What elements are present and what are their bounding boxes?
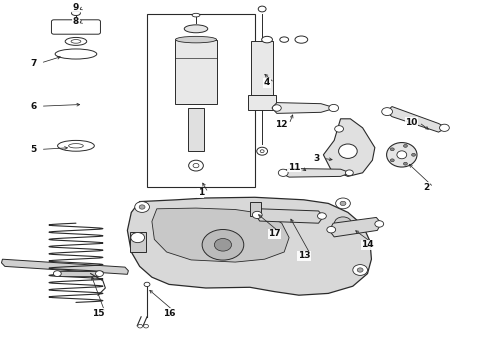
Ellipse shape [53, 271, 61, 276]
Ellipse shape [357, 268, 363, 272]
Text: 15: 15 [92, 309, 104, 318]
Ellipse shape [280, 37, 289, 42]
Polygon shape [323, 119, 375, 176]
Ellipse shape [327, 226, 336, 233]
Bar [188, 108, 204, 151]
Ellipse shape [175, 36, 217, 43]
Bar [251, 41, 273, 95]
Ellipse shape [278, 169, 288, 176]
Ellipse shape [192, 13, 200, 17]
Ellipse shape [215, 238, 232, 251]
Ellipse shape [193, 163, 199, 168]
Ellipse shape [397, 151, 407, 159]
Text: 6: 6 [30, 102, 36, 111]
Text: 2: 2 [423, 183, 429, 192]
Ellipse shape [335, 126, 343, 132]
Ellipse shape [184, 25, 208, 33]
Ellipse shape [334, 217, 352, 230]
Text: 11: 11 [288, 163, 300, 172]
Polygon shape [127, 197, 371, 295]
Ellipse shape [135, 202, 149, 212]
Bar [175, 40, 217, 104]
Bar [248, 95, 276, 110]
Ellipse shape [440, 124, 449, 131]
Text: 13: 13 [297, 251, 310, 260]
Ellipse shape [295, 36, 308, 43]
Polygon shape [386, 107, 446, 132]
Ellipse shape [375, 221, 384, 227]
Ellipse shape [382, 108, 392, 116]
Ellipse shape [96, 271, 103, 276]
Text: 10: 10 [405, 118, 418, 127]
Text: 14: 14 [361, 240, 374, 249]
Ellipse shape [258, 6, 266, 12]
Bar [250, 202, 261, 216]
Ellipse shape [138, 324, 143, 328]
Polygon shape [329, 217, 381, 237]
Ellipse shape [252, 211, 262, 219]
Ellipse shape [144, 282, 150, 287]
Ellipse shape [144, 324, 148, 328]
Ellipse shape [262, 36, 272, 43]
Polygon shape [280, 168, 350, 177]
Ellipse shape [391, 148, 394, 151]
Text: 1: 1 [198, 188, 204, 197]
Ellipse shape [336, 198, 350, 209]
Ellipse shape [139, 205, 145, 209]
Ellipse shape [69, 144, 83, 148]
Ellipse shape [260, 150, 264, 153]
Ellipse shape [65, 37, 87, 45]
Text: 12: 12 [275, 120, 288, 129]
Text: 16: 16 [163, 309, 175, 318]
Polygon shape [256, 209, 323, 223]
Text: 3: 3 [313, 154, 319, 163]
Polygon shape [152, 208, 289, 262]
Ellipse shape [55, 49, 97, 59]
Text: 5: 5 [30, 145, 36, 154]
Ellipse shape [387, 143, 417, 167]
Ellipse shape [202, 230, 244, 260]
Text: 9: 9 [73, 3, 79, 12]
Ellipse shape [340, 201, 346, 206]
Text: 8: 8 [73, 17, 79, 26]
Text: 17: 17 [268, 230, 281, 239]
Bar [130, 232, 146, 252]
Ellipse shape [403, 162, 407, 165]
Polygon shape [272, 103, 336, 113]
Ellipse shape [391, 159, 394, 162]
Ellipse shape [353, 265, 368, 275]
Ellipse shape [272, 105, 281, 111]
Ellipse shape [412, 153, 416, 156]
Bar [147, 14, 255, 187]
Ellipse shape [58, 140, 94, 151]
Ellipse shape [71, 40, 81, 43]
Ellipse shape [189, 160, 203, 171]
Ellipse shape [403, 144, 407, 147]
Ellipse shape [339, 144, 357, 158]
Text: 7: 7 [30, 58, 37, 68]
Ellipse shape [318, 213, 326, 219]
Polygon shape [1, 259, 128, 274]
Ellipse shape [329, 104, 339, 112]
Ellipse shape [131, 233, 145, 243]
Ellipse shape [345, 170, 353, 176]
Text: 4: 4 [264, 78, 270, 87]
Ellipse shape [257, 147, 268, 155]
Ellipse shape [72, 11, 80, 15]
FancyBboxPatch shape [51, 20, 100, 34]
Bar [59, 271, 98, 276]
